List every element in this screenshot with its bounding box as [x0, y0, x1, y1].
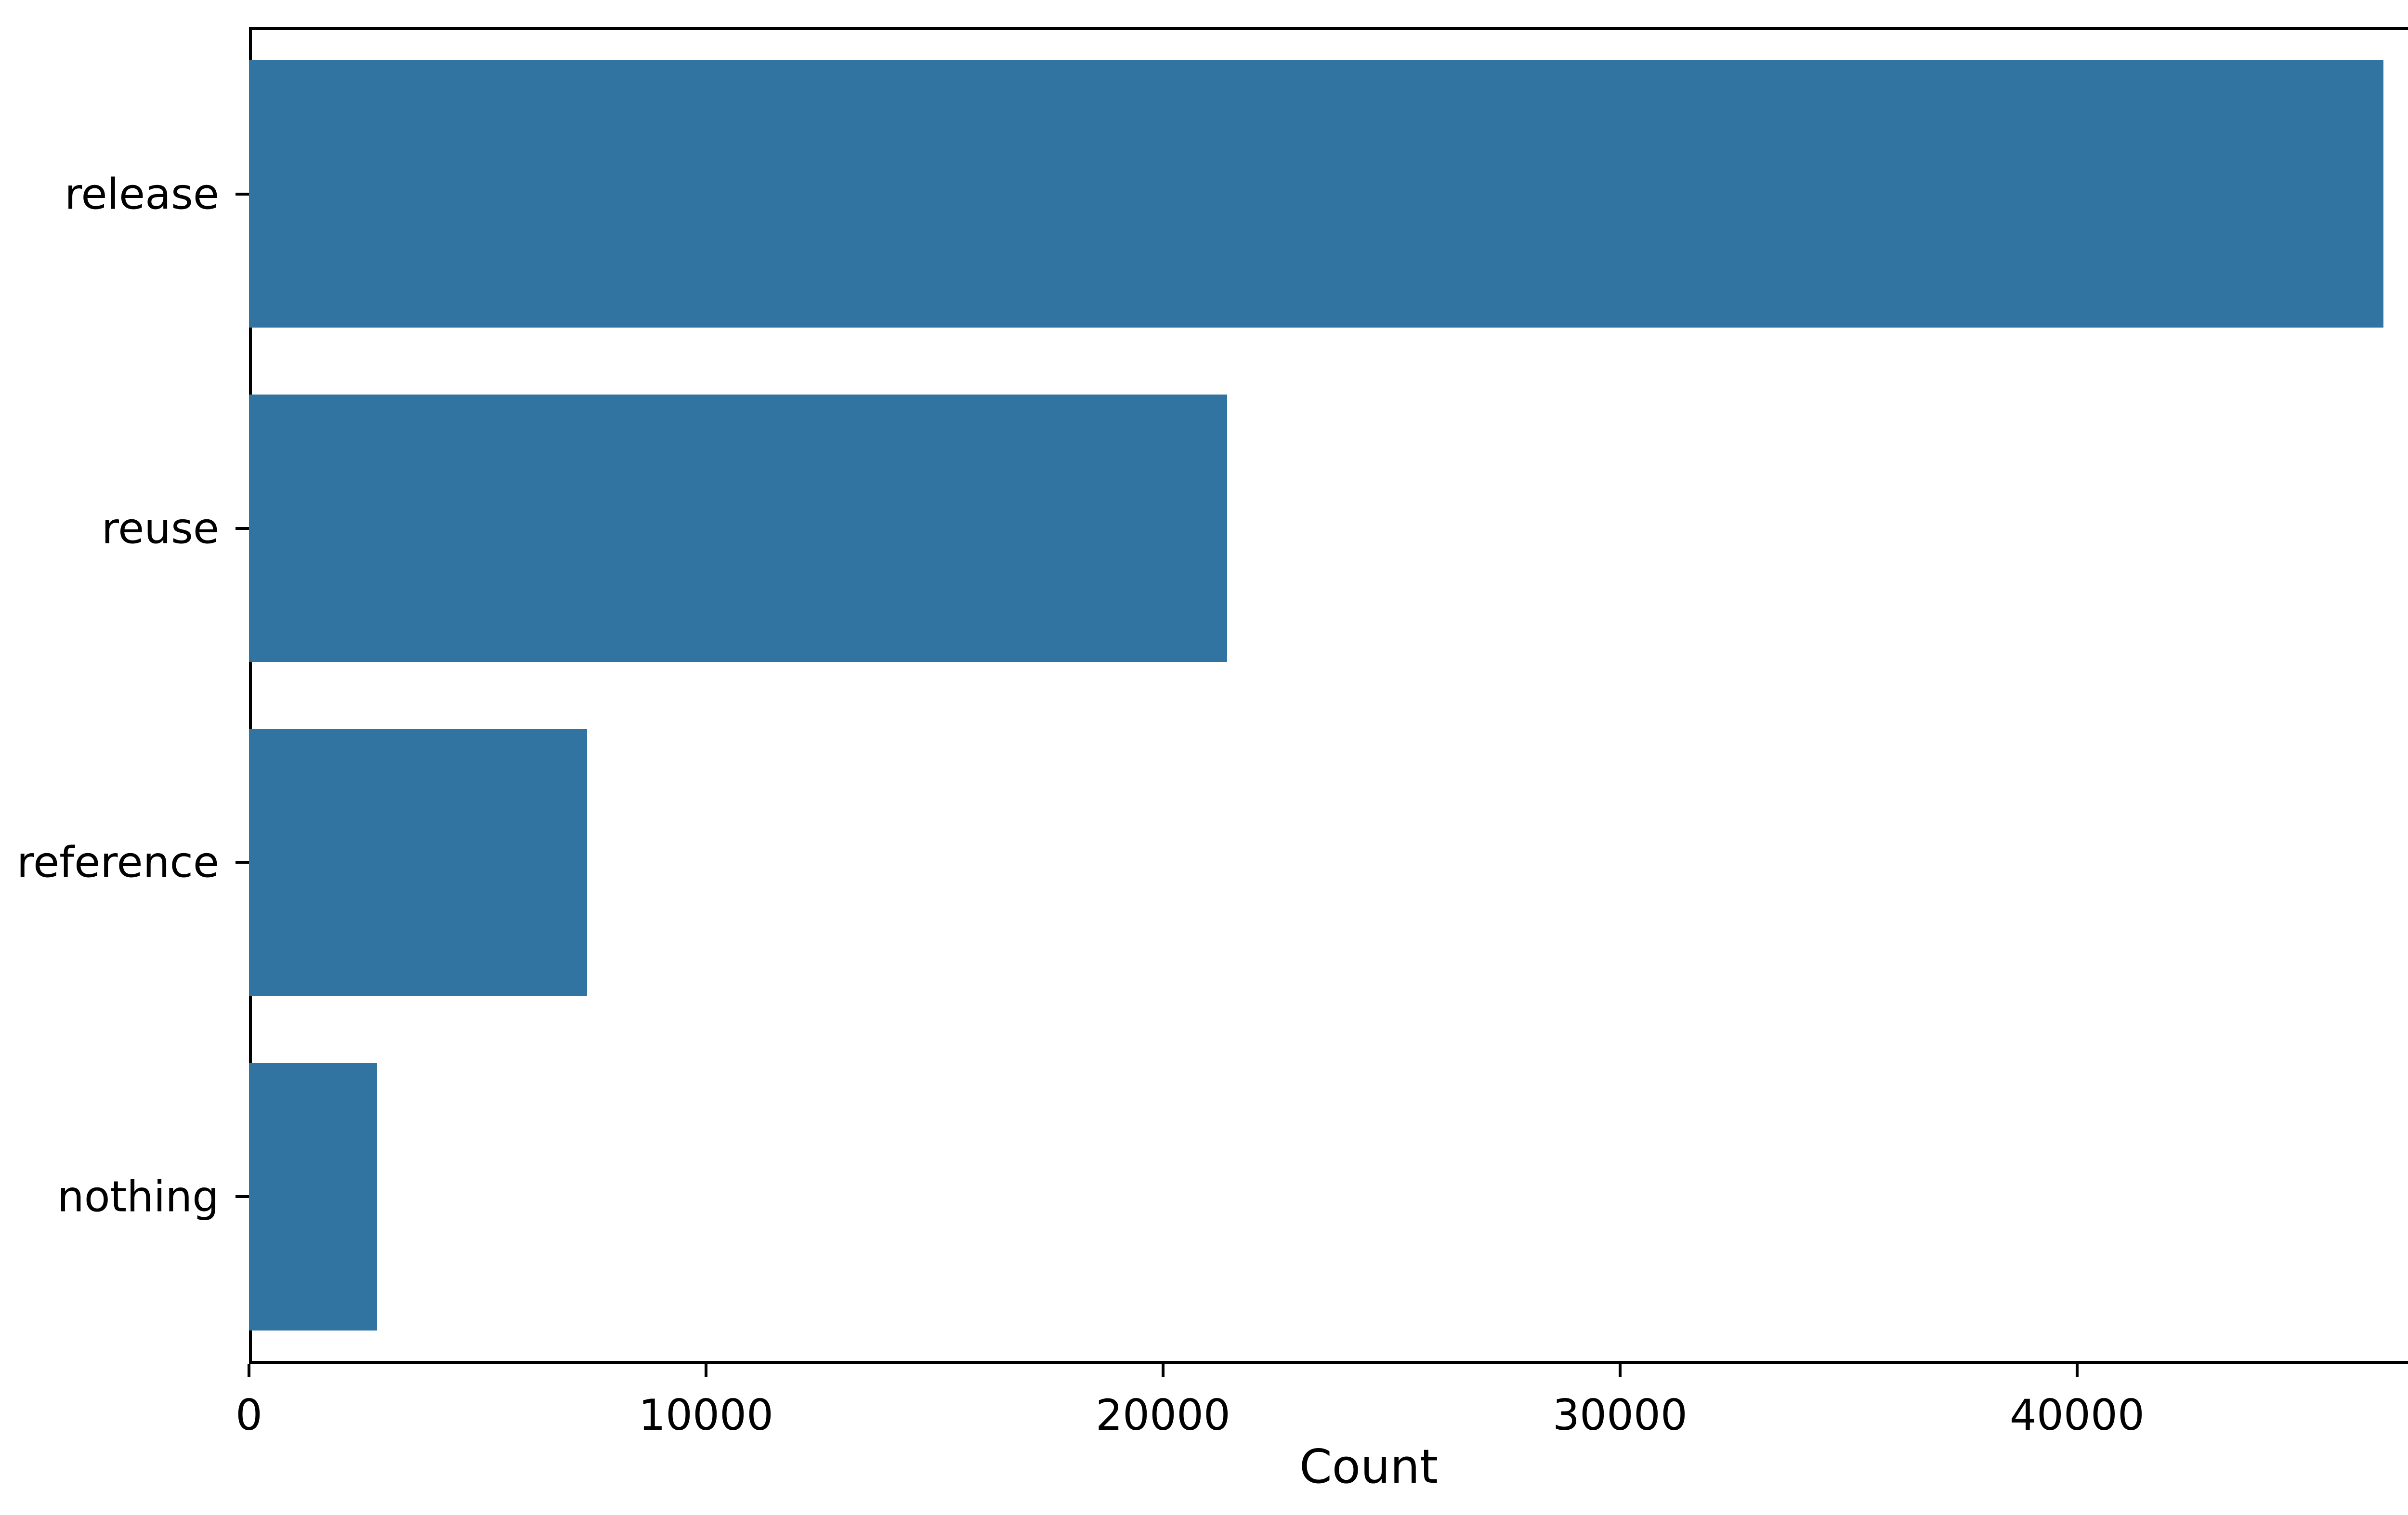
- bar-reference: [249, 728, 587, 996]
- y-tick-label-reference: reference: [16, 837, 219, 887]
- x-tick-label-40000: 40000: [2009, 1390, 2145, 1440]
- x-tick-20000: [1161, 1364, 1165, 1377]
- y-tick-reference: [236, 861, 249, 864]
- y-tick-label-reuse: reuse: [101, 503, 219, 553]
- x-axis-label: Count: [1299, 1439, 1439, 1494]
- bar-reuse: [249, 395, 1227, 662]
- bar-release: [249, 60, 2383, 328]
- x-tick-label-20000: 20000: [1095, 1390, 1230, 1440]
- y-tick-nothing: [236, 1195, 249, 1199]
- x-tick-label-10000: 10000: [638, 1390, 773, 1440]
- x-tick-label-30000: 30000: [1552, 1390, 1688, 1440]
- x-tick-label-0: 0: [236, 1390, 262, 1440]
- x-tick-0: [248, 1364, 250, 1377]
- x-tick-40000: [2075, 1364, 2079, 1377]
- y-tick-label-nothing: nothing: [57, 1172, 219, 1222]
- y-tick-label-release: release: [65, 169, 219, 219]
- x-tick-10000: [704, 1364, 707, 1377]
- y-tick-release: [236, 192, 249, 196]
- y-tick-reuse: [236, 527, 249, 530]
- bar-nothing: [249, 1063, 377, 1331]
- x-tick-30000: [1618, 1364, 1622, 1377]
